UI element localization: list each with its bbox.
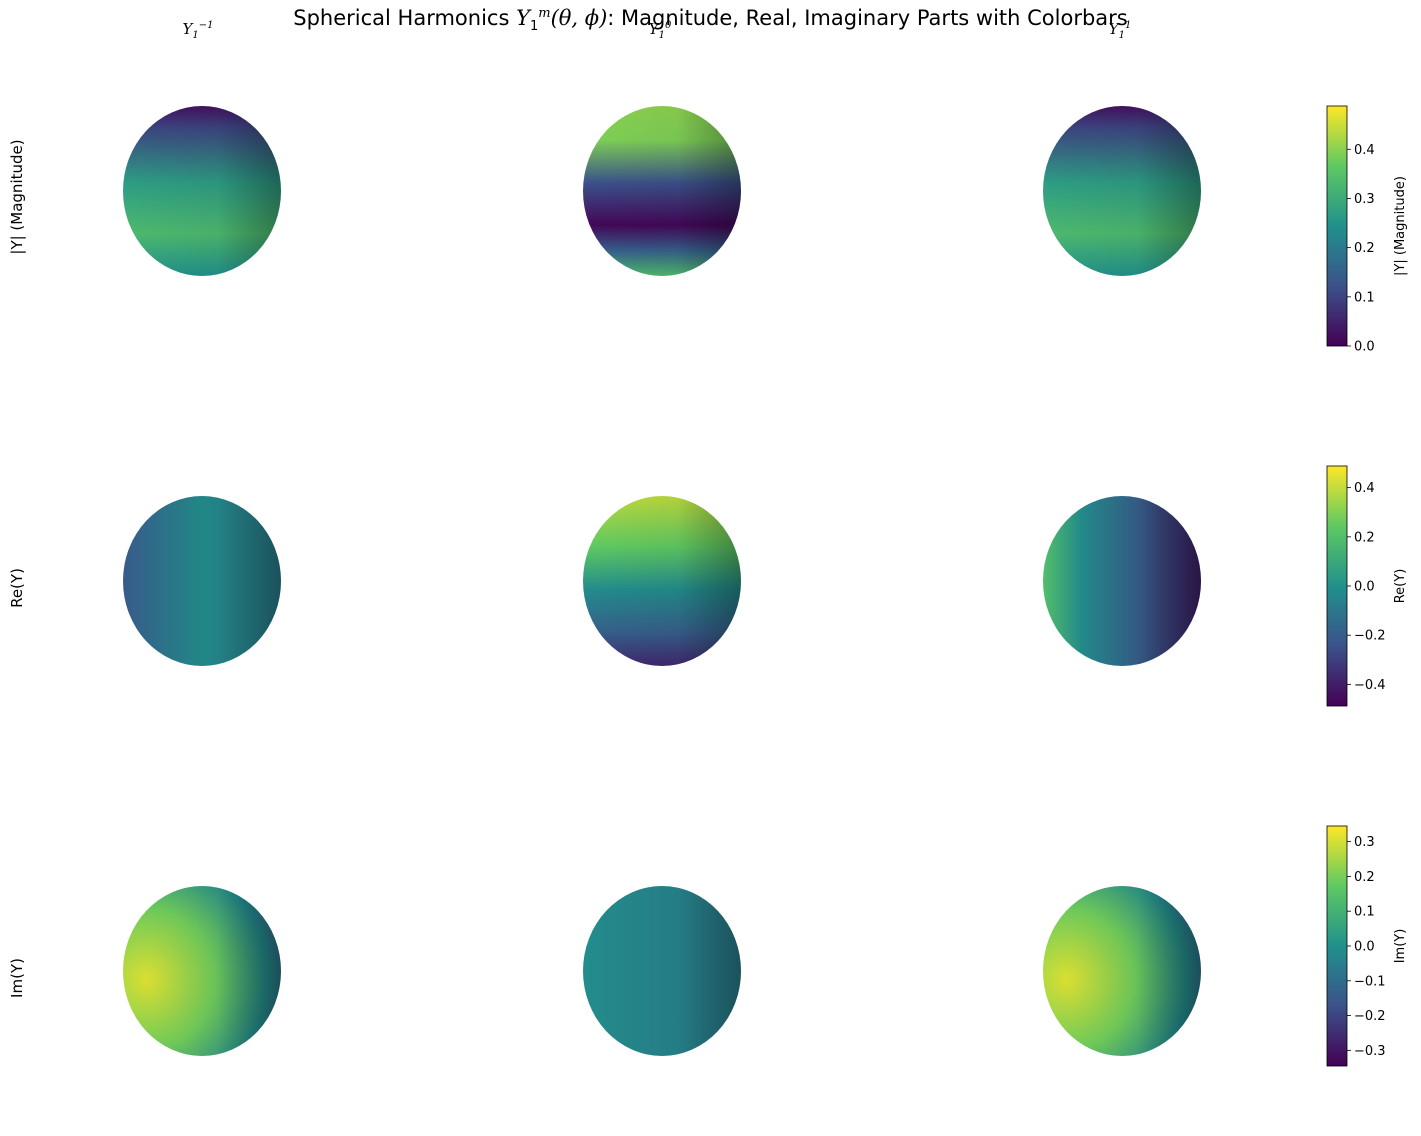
- colorbar-2-tick-label: 0.3: [1354, 835, 1375, 850]
- colorbar-group: 0.0 0.1 0.2 0.3 0.4 |Y| (Magnitude) −0.4 −0.2 0.…: [1326, 105, 1408, 1067]
- sphere-shade-r2-c2: [1043, 886, 1201, 1056]
- colorbar-2-tick-label: −0.2: [1354, 1009, 1386, 1024]
- column-title-m-1: Y11: [1108, 20, 1132, 41]
- sphere-grid: [123, 106, 1201, 1056]
- colorbar-2-tick-label: 0.1: [1354, 905, 1375, 920]
- colorbar-1-tick-label: 0.2: [1354, 530, 1375, 545]
- chart-title: Spherical Harmonics Y1m(θ, ϕ): Magnitude…: [0, 6, 1421, 34]
- sphere-shade-r0-c2: [1043, 106, 1201, 276]
- colorbar-0-label: |Y| (Magnitude): [1393, 176, 1408, 276]
- title-prefix: Spherical Harmonics: [293, 6, 517, 30]
- colorbar-2-tick-label: 0.2: [1354, 870, 1375, 885]
- colorbar-1-label: Re(Y): [1393, 569, 1408, 604]
- colorbar-2-tick-label: −0.1: [1354, 974, 1386, 989]
- sphere-shade-r1-c0: [123, 496, 281, 666]
- colorbar-0-tick-label: 0.2: [1354, 241, 1375, 256]
- sphere-shade-r2-c1: [583, 886, 741, 1056]
- colorbar-1-tick-label: 0.0: [1354, 580, 1375, 595]
- sphere-shade-r0-c1: [583, 106, 741, 276]
- colorbar-1-tick-label: −0.4: [1354, 678, 1386, 693]
- sphere-shade-r1-c1: [583, 496, 741, 666]
- column-title-m-0: Y10: [648, 20, 672, 41]
- colorbar-1-tick-label: 0.4: [1354, 481, 1375, 496]
- colorbar-1: [1326, 465, 1348, 707]
- title-sup: m: [538, 6, 551, 21]
- title-sub: 1: [529, 19, 539, 35]
- sphere-shade-r2-c0: [123, 886, 281, 1056]
- colorbar-2-label: Im(Y): [1393, 929, 1408, 964]
- sphere-shade-r1-c2: [1043, 496, 1201, 666]
- colorbar-1-tick-label: −0.2: [1354, 629, 1386, 644]
- sphere-shade-r0-c0: [123, 106, 281, 276]
- title-args: (θ, ϕ): [550, 6, 608, 30]
- colorbar-0-tick-label: 0.0: [1354, 340, 1375, 355]
- colorbar-2: [1326, 825, 1348, 1067]
- colorbar-2-tick-label: −0.3: [1354, 1044, 1386, 1059]
- colorbar-0-tick-label: 0.3: [1354, 192, 1375, 207]
- colorbar-0-tick-label: 0.4: [1354, 143, 1375, 158]
- colorbar-0-tick-label: 0.1: [1354, 290, 1375, 305]
- column-title-m-minus-1: Y1−1: [182, 20, 214, 41]
- title-symbol: Y: [516, 6, 530, 30]
- colorbar-0: [1326, 105, 1348, 347]
- title-suffix: : Magnitude, Real, Imaginary Parts with …: [607, 6, 1128, 30]
- colorbar-2-tick-label: 0.0: [1354, 940, 1375, 955]
